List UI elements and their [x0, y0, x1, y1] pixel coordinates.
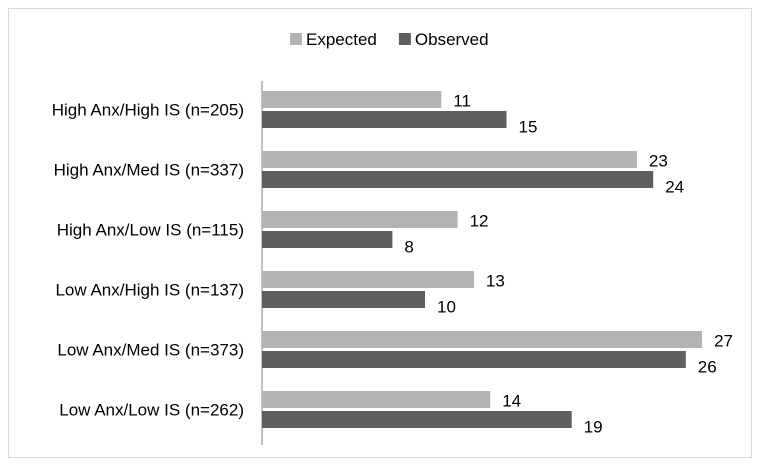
bar-expected: [262, 151, 637, 168]
bar-expected: [262, 391, 491, 408]
bar-observed: [262, 411, 572, 428]
legend-swatch-observed: [398, 33, 411, 45]
category-label: Low Anx/Med IS (n=373): [57, 341, 244, 360]
legend-swatch-expected: [290, 33, 302, 45]
value-label-expected: 11: [453, 92, 471, 111]
value-label-expected: 13: [486, 272, 505, 291]
legend-label-expected: Expected: [306, 30, 377, 49]
value-labels: 11 15 23 24 12 8 13 10 27 26 14 19: [404, 92, 733, 437]
value-label-expected: 14: [502, 392, 521, 411]
value-label-observed: 24: [665, 178, 684, 197]
bar-observed: [262, 171, 654, 188]
bar-expected: [262, 271, 474, 288]
category-label: High Anx/Med IS (n=337): [54, 161, 244, 180]
bar-observed: [262, 291, 425, 308]
value-label-expected: 12: [470, 212, 489, 231]
category-labels: High Anx/High IS (n=205) High Anx/Med IS …: [52, 101, 244, 420]
value-label-expected: 23: [649, 152, 668, 171]
legend-label-observed: Observed: [415, 30, 489, 49]
bar-observed: [262, 351, 686, 368]
bar-observed: [262, 231, 393, 248]
value-label-observed: 8: [404, 238, 413, 257]
chart-legend: Expected Observed: [290, 30, 489, 49]
bar-expected: [262, 331, 703, 348]
bar-expected: [262, 91, 442, 108]
value-label-observed: 10: [437, 298, 456, 317]
category-label: High Anx/Low IS (n=115): [57, 221, 244, 240]
category-label: Low Anx/Low IS (n=262): [59, 401, 244, 420]
category-label: High Anx/High IS (n=205): [52, 101, 244, 120]
value-label-observed: 19: [584, 418, 603, 437]
bar-chart: Expected Observed High Anx/High IS (n=205…: [52, 30, 733, 445]
bars: [262, 91, 703, 428]
bar-observed: [262, 111, 507, 128]
value-label-observed: 15: [519, 118, 538, 137]
bar-expected: [262, 211, 458, 228]
value-label-observed: 26: [698, 358, 717, 377]
value-label-expected: 27: [714, 332, 733, 351]
category-label: Low Anx/High IS (n=137): [55, 281, 244, 300]
chart-frame: Expected Observed High Anx/High IS (n=205…: [8, 8, 752, 458]
